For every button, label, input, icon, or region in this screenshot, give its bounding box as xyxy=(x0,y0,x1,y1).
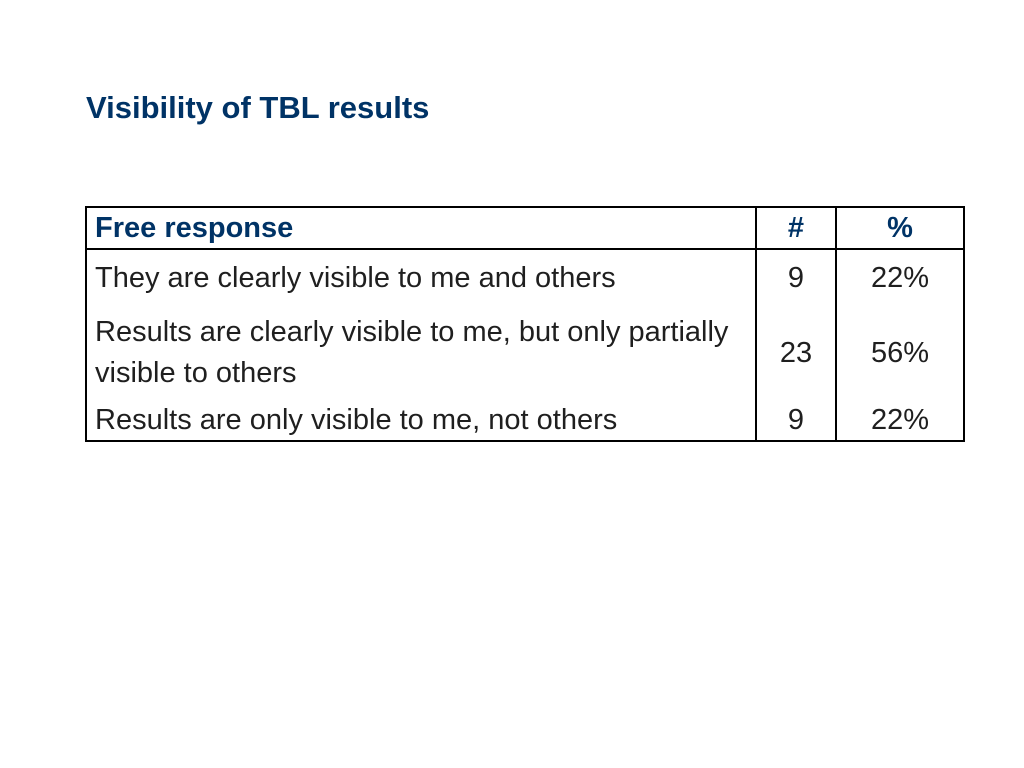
header-free-response: Free response xyxy=(86,207,757,250)
header-count: # xyxy=(756,207,837,250)
table-row: Results are only visible to me, not othe… xyxy=(86,400,964,441)
count-cell: 9 xyxy=(756,249,837,306)
header-percent: % xyxy=(836,207,964,250)
table-row: They are clearly visible to me and other… xyxy=(86,249,964,306)
response-cell: Results are only visible to me, not othe… xyxy=(86,400,757,441)
slide-title: Visibility of TBL results xyxy=(86,90,430,125)
response-cell: They are clearly visible to me and other… xyxy=(86,249,757,306)
table-row: Results are clearly visible to me, but o… xyxy=(86,306,964,400)
response-cell: Results are clearly visible to me, but o… xyxy=(86,306,757,400)
count-cell: 23 xyxy=(756,306,837,400)
count-cell: 9 xyxy=(756,400,837,441)
results-table: Free response # % They are clearly visib… xyxy=(85,206,965,442)
percent-cell: 22% xyxy=(870,262,930,294)
table-header-row: Free response # % xyxy=(86,207,964,250)
percent-cell: 56% xyxy=(870,337,930,369)
percent-cell: 22% xyxy=(870,404,930,436)
